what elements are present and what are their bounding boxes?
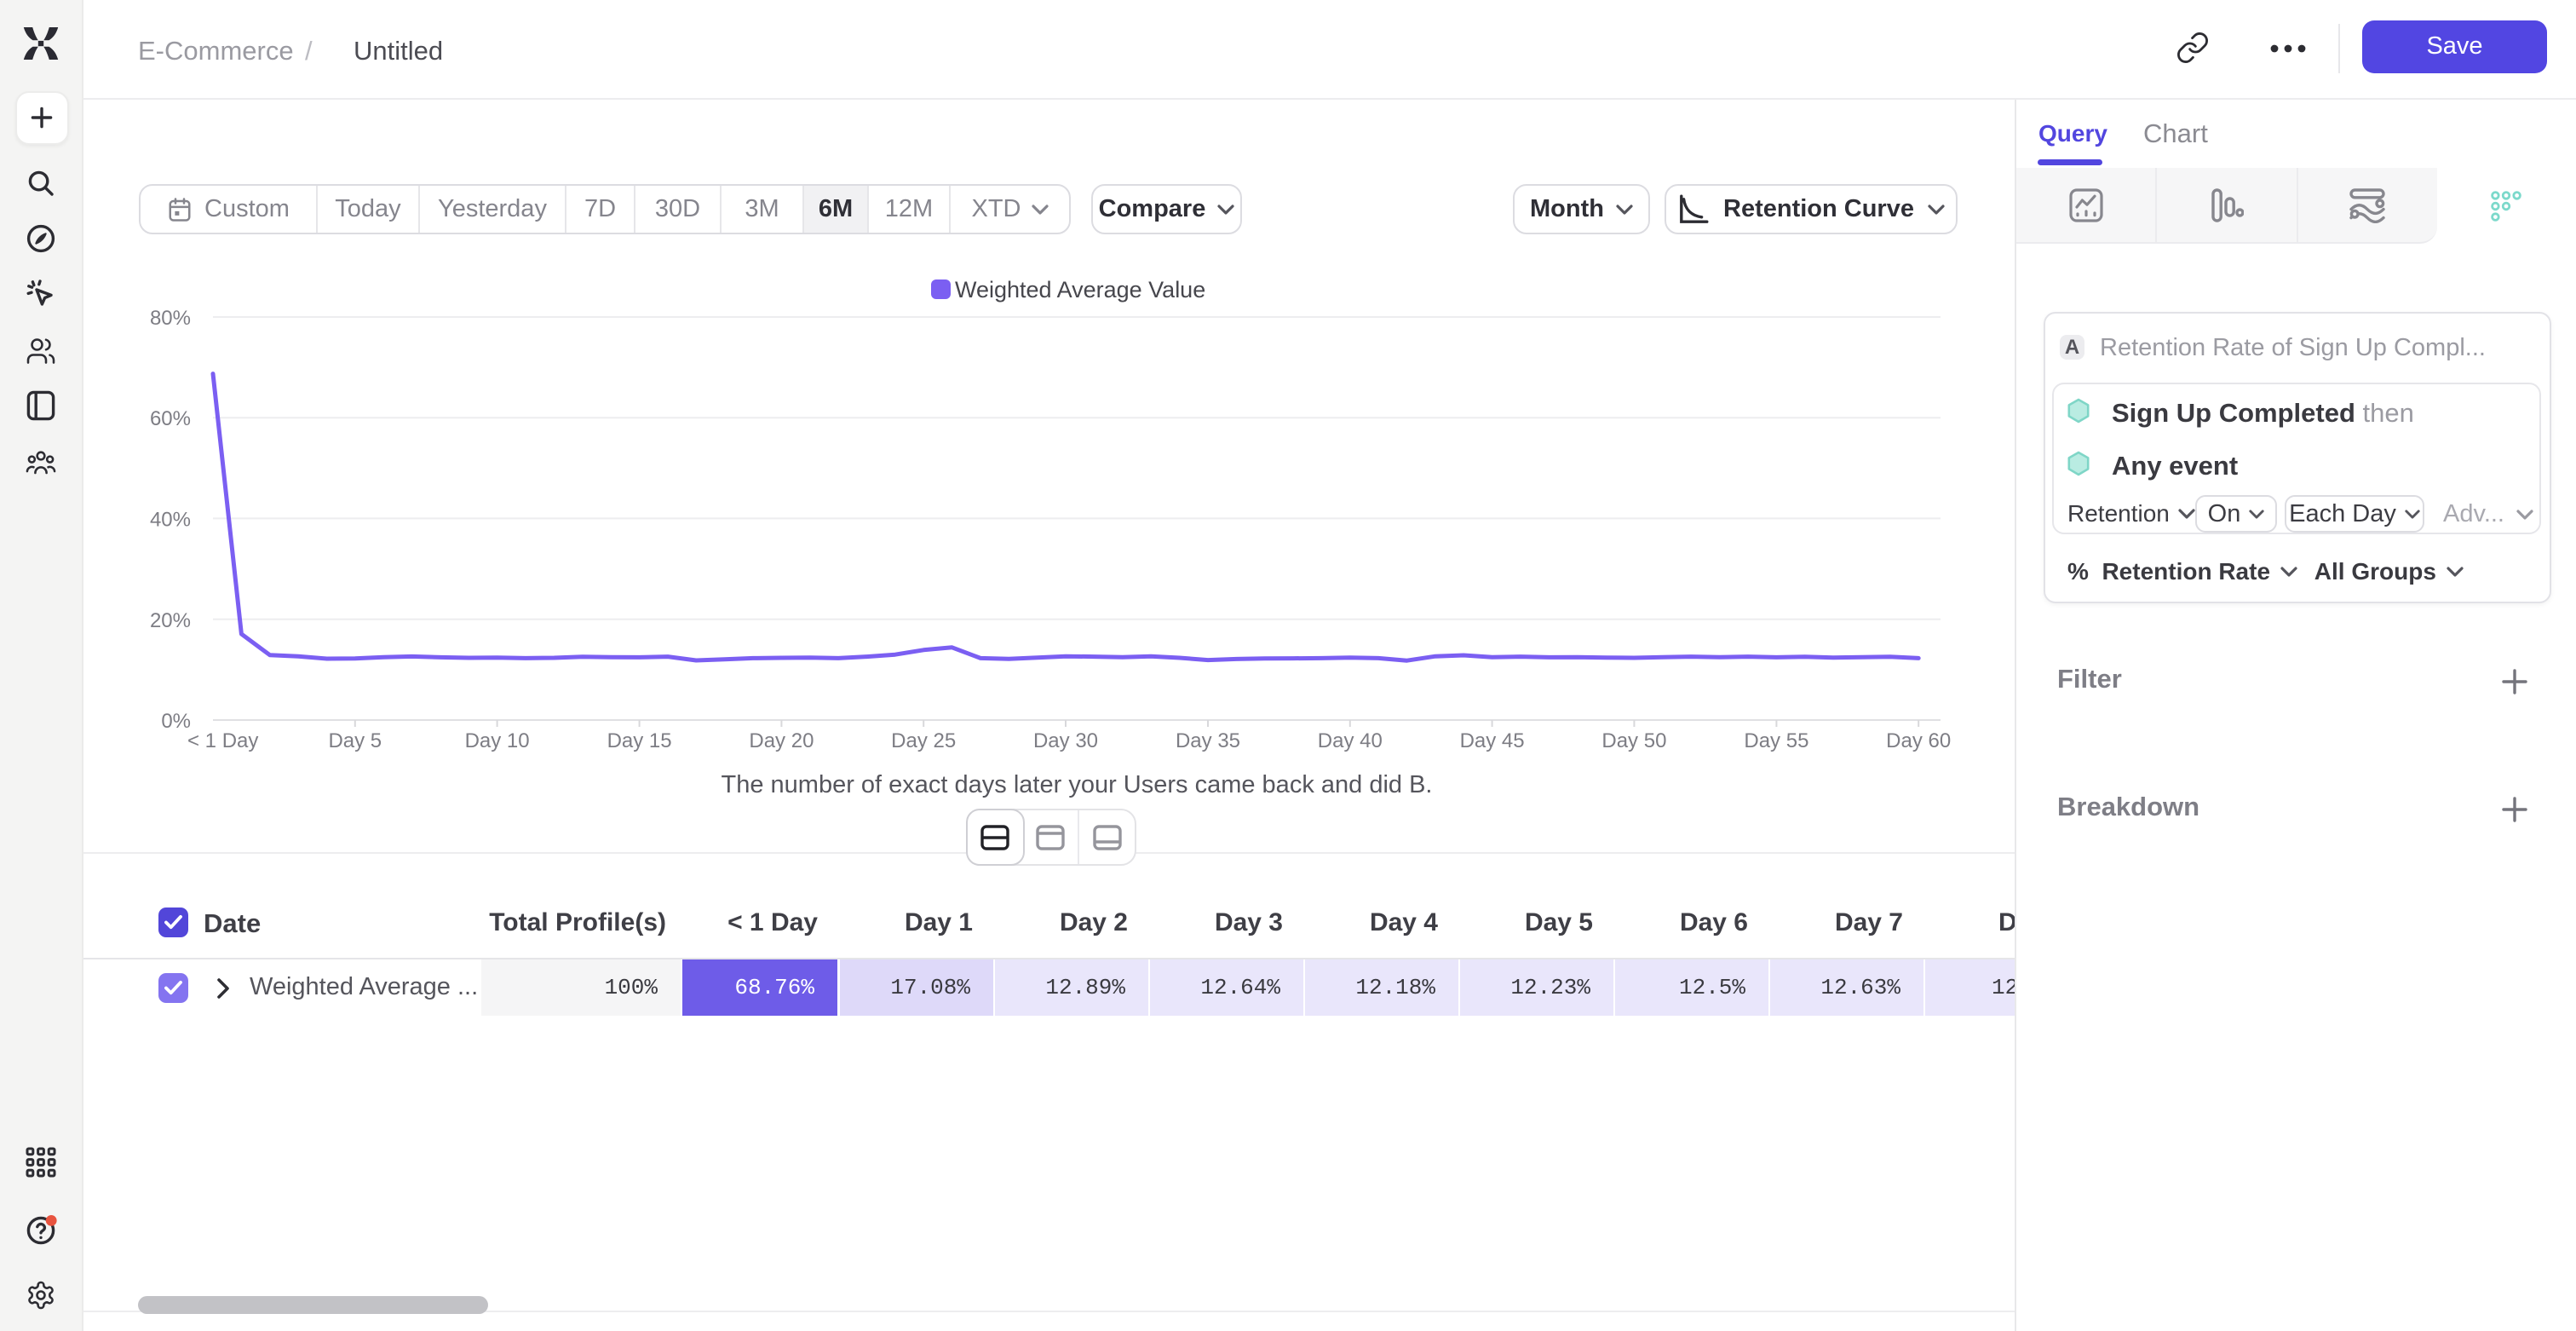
svg-text:Day 40: Day 40 [1318, 729, 1383, 752]
svg-text:The number of exact days later: The number of exact days later your User… [722, 771, 1433, 798]
svg-text:Day 50: Day 50 [1601, 729, 1666, 752]
svg-text:Day 15: Day 15 [607, 729, 672, 752]
svg-text:Day 60: Day 60 [1886, 729, 1951, 752]
svg-text:Day 55: Day 55 [1744, 729, 1808, 752]
svg-text:60%: 60% [150, 407, 191, 430]
svg-text:< 1 Day: < 1 Day [187, 729, 258, 752]
svg-text:Day 5: Day 5 [328, 729, 382, 752]
svg-text:Day 35: Day 35 [1176, 729, 1240, 752]
svg-text:Day 20: Day 20 [749, 729, 814, 752]
svg-text:40%: 40% [150, 508, 191, 531]
svg-text:Weighted Average Value: Weighted Average Value [955, 277, 1205, 302]
svg-text:Day 10: Day 10 [465, 729, 530, 752]
svg-text:0%: 0% [161, 710, 191, 733]
svg-text:Day 30: Day 30 [1033, 729, 1098, 752]
svg-text:80%: 80% [150, 307, 191, 330]
svg-text:Day 45: Day 45 [1460, 729, 1525, 752]
svg-text:Day 25: Day 25 [891, 729, 956, 752]
svg-text:20%: 20% [150, 609, 191, 632]
